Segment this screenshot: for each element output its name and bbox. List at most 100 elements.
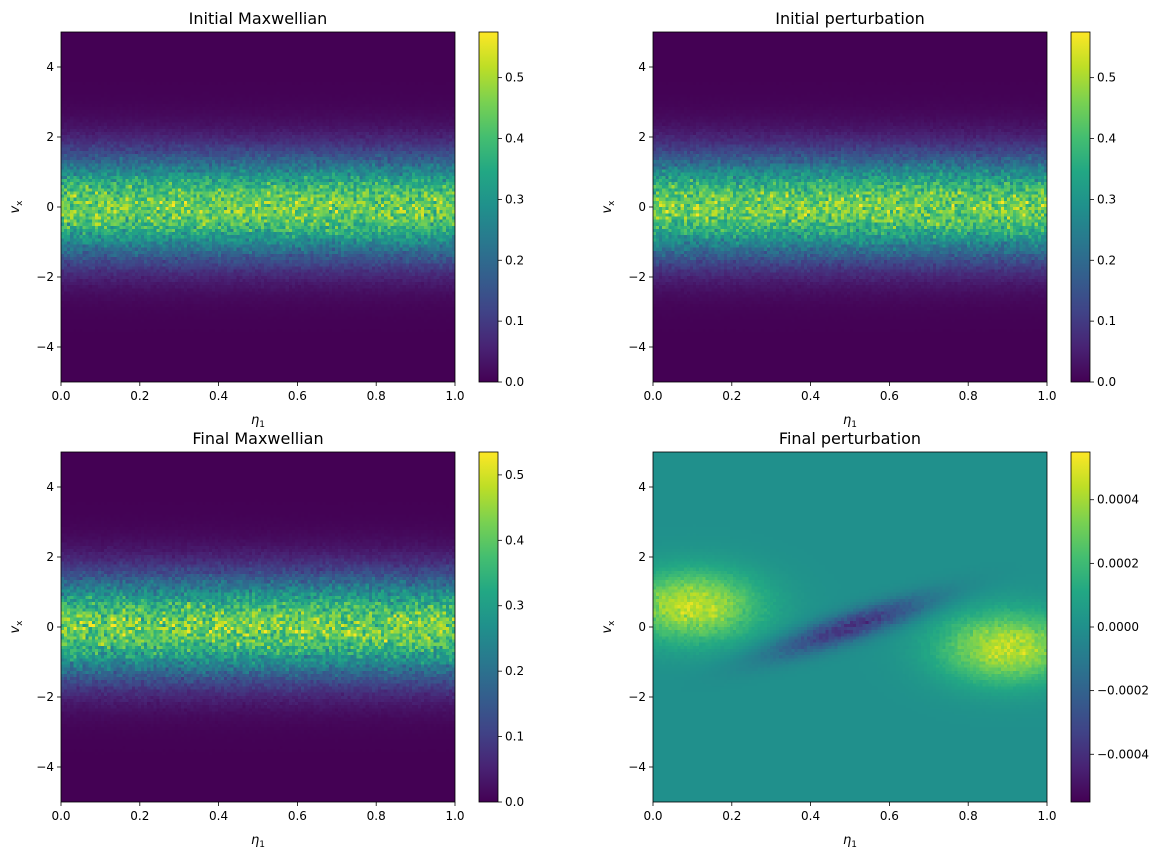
heatmap-image [61,32,455,382]
axes: 0.0 0.2 0.4 0.6 0.8 1.0 −4 −2 0 2 4 [628,451,1057,823]
y-tick-label: 2 [46,550,54,564]
panel-initial-perturbation: Initial perturbation 0.0 0.2 0.4 0.6 0.8 1.0 −… [600,9,1116,430]
x-tick-label: 0.4 [209,389,228,403]
x-tick-label: 0.8 [959,809,978,823]
colorbar-tick-label: 0.2 [505,253,524,267]
x-tick-label: 0.8 [367,389,386,403]
y-tick-label: 4 [638,60,646,74]
y-tick-label: 2 [638,130,646,144]
panel-title: Final Maxwellian [192,429,323,448]
y-tick-label: −4 [36,340,54,354]
colorbar-tick-label: 0.3 [505,192,524,206]
x-tick-label: 0.2 [130,809,149,823]
x-tick-label: 0.6 [880,809,899,823]
axes: 0.0 0.2 0.4 0.6 0.8 1.0 −4 −2 0 2 4 [36,31,465,403]
y-axis-label: vx [600,200,617,214]
colorbar-gradient [478,31,499,383]
y-tick-label: −2 [628,690,646,704]
heatmap-cells [653,32,1047,382]
x-tick-label: 0.6 [880,389,899,403]
colorbar-tick-label: 0.4 [1097,132,1116,146]
y-tick-label: 0 [46,620,54,634]
x-tick-label: 0.4 [801,809,820,823]
x-tick-label: 0.2 [722,809,741,823]
x-tick-label: 0.0 [51,389,70,403]
colorbar-tick-label: 0.2 [505,664,524,678]
colorbar-tick-label: 0.4 [505,132,524,146]
colorbar-tick-label: 0.4 [505,533,524,547]
colorbar: −0.0004 −0.0002 0.0000 0.0002 0.0004 [1070,451,1149,803]
y-axis-label: vx [8,620,25,634]
colorbar-tick-label: 0.3 [1097,192,1116,206]
colorbar: 0.0 0.1 0.2 0.3 0.4 0.5 [478,451,524,809]
y-axis-label: vx [600,620,617,634]
heatmap-image [653,452,1047,802]
colorbar-tick-label: 0.5 [1097,71,1116,85]
heatmap-cells [61,32,455,382]
y-tick-label: −2 [36,690,54,704]
x-tick-label: 0.2 [722,389,741,403]
panel-initial-maxwellian: Initial Maxwellian 0.0 0.2 0.4 0.6 0.8 1.0 −4 −… [8,9,524,430]
panel-title: Initial Maxwellian [189,9,328,28]
colorbar-tick-label: 0.0 [1097,375,1116,389]
colorbar-tick-label: 0.1 [505,730,524,744]
y-tick-label: 4 [638,480,646,494]
y-tick-label: −2 [628,270,646,284]
colorbar-tick-label: 0.0004 [1097,493,1139,507]
y-tick-label: 0 [46,200,54,214]
colorbar-gradient [1070,31,1091,383]
y-tick-label: 2 [638,550,646,564]
x-tick-label: 1.0 [445,809,464,823]
y-tick-label: 0 [638,620,646,634]
colorbar-gradient [1070,451,1091,803]
colorbar-tick-label: 0.5 [505,468,524,482]
colorbar-tick-label: −0.0002 [1097,684,1149,698]
x-axis-label: η1 [843,833,857,850]
y-tick-label: 2 [46,130,54,144]
x-tick-label: 0.0 [643,389,662,403]
colorbar-tick-label: 0.0 [505,795,524,809]
heatmap-cells [653,452,1047,802]
colorbar-tick-label: 0.0 [505,375,524,389]
x-tick-label: 1.0 [1037,809,1056,823]
colorbar-tick-label: 0.1 [505,314,524,328]
colorbar-tick-label: 0.2 [1097,253,1116,267]
x-tick-label: 0.8 [959,389,978,403]
axes: 0.0 0.2 0.4 0.6 0.8 1.0 −4 −2 0 2 4 [628,31,1057,403]
colorbar: 0.0 0.1 0.2 0.3 0.4 0.5 [1070,31,1116,389]
y-tick-label: −4 [36,760,54,774]
x-axis-label: η1 [251,413,265,430]
x-tick-label: 0.8 [367,809,386,823]
y-tick-label: −4 [628,340,646,354]
y-tick-label: −4 [628,760,646,774]
x-axis-label: η1 [251,833,265,850]
y-tick-label: 4 [46,60,54,74]
colorbar-tick-label: 0.0002 [1097,556,1139,570]
heatmap-image [61,452,455,802]
panel-title: Final perturbation [779,429,921,448]
colorbar-tick-label: 0.1 [1097,314,1116,328]
x-tick-label: 1.0 [445,389,464,403]
axes: 0.0 0.2 0.4 0.6 0.8 1.0 −4 −2 0 2 4 [36,451,465,823]
x-tick-label: 0.0 [643,809,662,823]
y-tick-label: 0 [638,200,646,214]
x-tick-label: 0.2 [130,389,149,403]
x-axis-label: η1 [843,413,857,430]
y-tick-label: −2 [36,270,54,284]
panel-final-maxwellian: Final Maxwellian 0.0 0.2 0.4 0.6 0.8 1.0 −4 −2 0… [8,429,524,850]
panel-final-perturbation: Final perturbation 0.0 0.2 0.4 0.6 0.8 1.0 −4 −… [600,429,1149,850]
y-axis-label: vx [8,200,25,214]
colorbar-gradient [478,451,499,803]
colorbar-tick-label: 0.3 [505,599,524,613]
x-tick-label: 0.4 [209,809,228,823]
colorbar: 0.0 0.1 0.2 0.3 0.4 0.5 [478,31,524,389]
heatmap-cells [61,452,455,802]
x-tick-label: 0.6 [288,809,307,823]
panel-title: Initial perturbation [775,9,925,28]
y-tick-label: 4 [46,480,54,494]
colorbar-tick-label: −0.0004 [1097,747,1149,761]
x-tick-label: 1.0 [1037,389,1056,403]
colorbar-tick-label: 0.0000 [1097,620,1139,634]
